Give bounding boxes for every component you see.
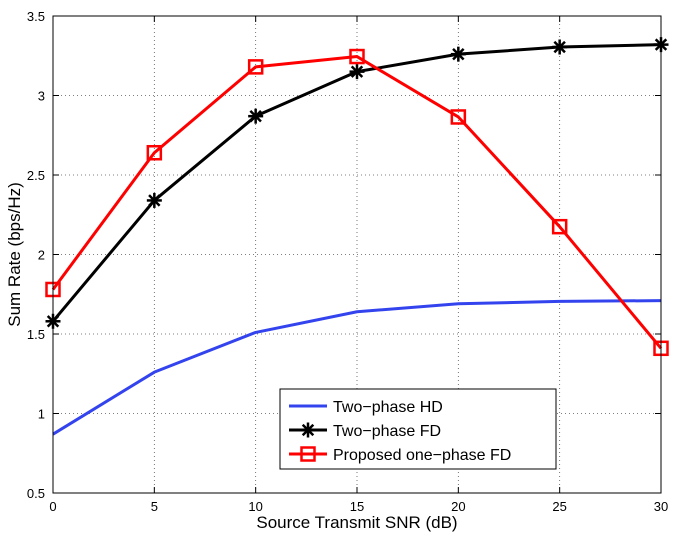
x-tick-label: 5 [151,499,158,514]
x-tick-label: 25 [552,499,566,514]
legend-label: Proposed one−phase FD [333,447,511,464]
y-tick-label: 1.5 [27,327,45,342]
series-line [51,55,663,350]
x-tick-label: 30 [654,499,668,514]
data-point [450,109,467,125]
axis-ticks: 0 5 10 15 20 25 30 0.5 1 1.5 2 2.5 3 3.5 [27,9,668,514]
y-tick-label: 1 [38,407,45,422]
legend-entry: Two−phase HD [289,399,443,416]
x-axis-label: Source Transmit SNR (dB) [256,513,457,532]
series-line [52,299,662,436]
series-1 [45,37,669,329]
legend-marker [300,446,316,462]
legend-entry: Two−phase FD [289,422,441,440]
series-0 [52,299,662,436]
legend: Two−phase HD Two−phase FD Proposed one−pha… [279,388,557,470]
y-axis-label: Sum Rate (bps/Hz) [5,182,24,327]
y-tick-label: 0.5 [27,486,45,501]
data-point [146,144,163,161]
y-tick-label: 2.5 [27,168,45,183]
data-point [349,48,365,65]
y-tick-label: 3 [38,89,45,104]
data-point [247,59,264,75]
data-point [551,218,568,235]
x-tick-label: 0 [49,499,56,514]
data-series [45,37,669,436]
data-point [248,108,264,124]
data-point [450,46,466,62]
data-point [349,64,365,80]
legend-label: Two−phase FD [333,423,441,440]
x-tick-label: 10 [248,499,262,514]
legend-marker [300,422,316,438]
y-tick-label: 2 [38,248,45,263]
data-point [552,39,568,55]
x-tick-label: 20 [451,499,465,514]
legend-label: Two−phase HD [333,399,443,416]
x-tick-label: 15 [350,499,364,514]
data-point [146,192,162,208]
y-tick-label: 3.5 [27,9,45,24]
legend-entry: Proposed one−phase FD [289,446,511,464]
